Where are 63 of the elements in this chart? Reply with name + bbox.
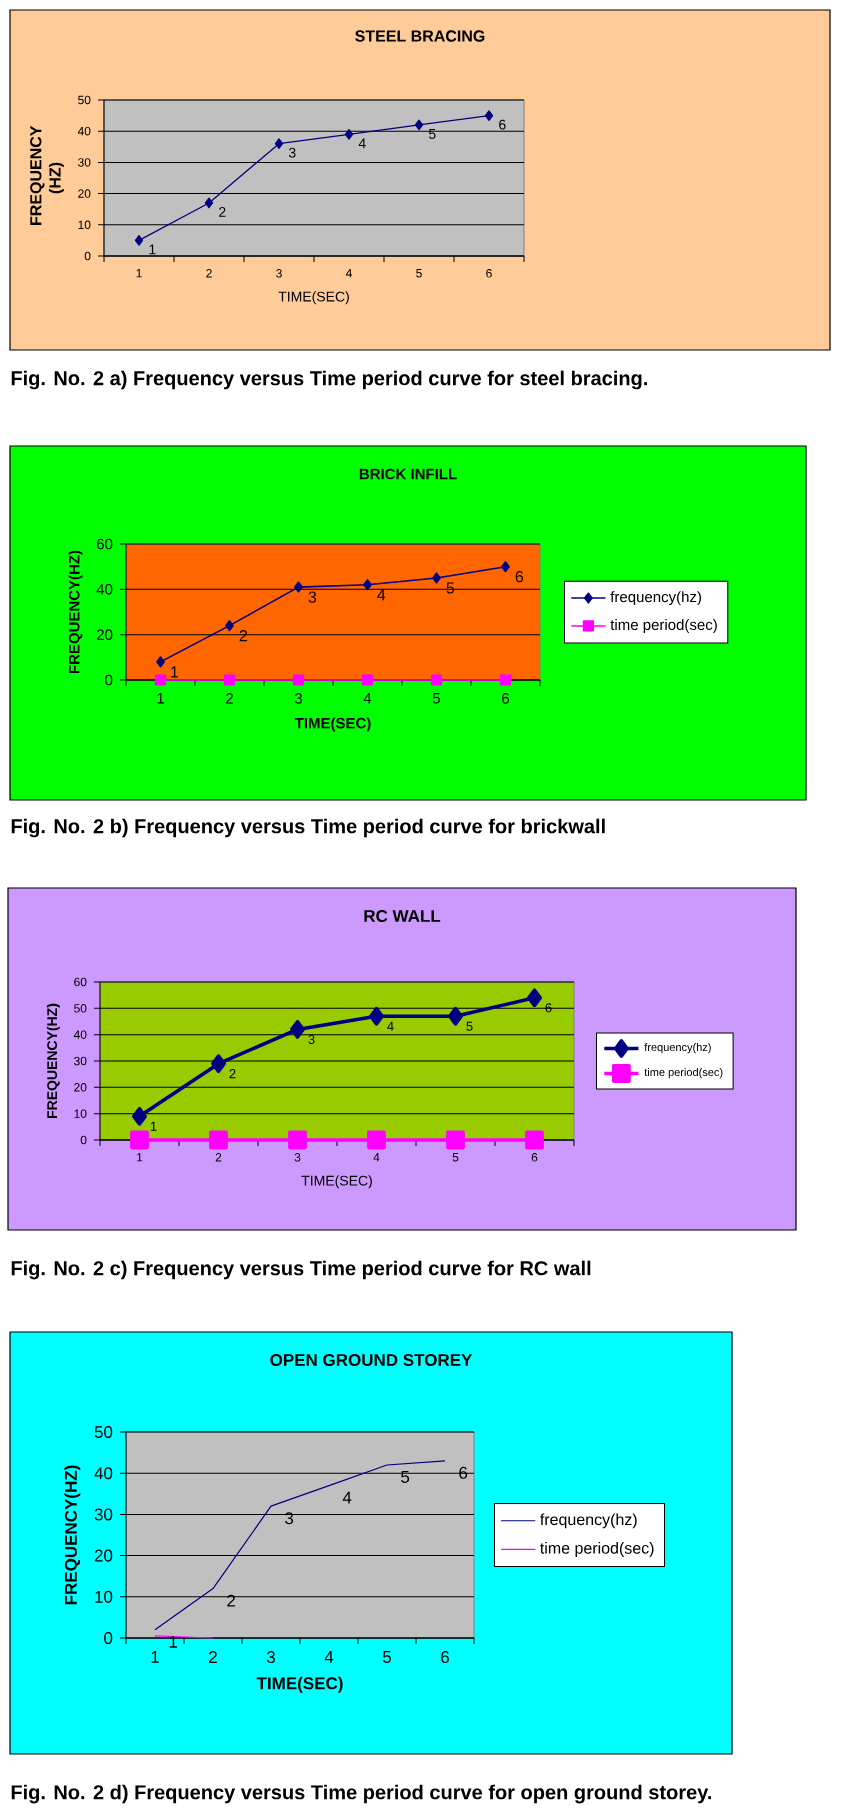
annotation: 4	[342, 1491, 352, 1504]
point	[361, 674, 374, 686]
point	[156, 656, 165, 668]
point	[363, 579, 372, 591]
chart-title: RC WALL	[364, 910, 441, 923]
point	[344, 128, 354, 140]
x-tick-label: 1	[151, 1651, 159, 1663]
text: Fig. No. 2 a) Frequency versus Time period curve for steel bracing.	[11, 370, 647, 390]
point	[448, 1006, 463, 1026]
point	[527, 988, 542, 1008]
point	[288, 1130, 307, 1150]
y-axis-title: FREQUENCY (HZ)	[30, 125, 64, 225]
text: Fig. No. 2 d) Frequency versus Time period curve for open ground storey.	[11, 1784, 712, 1804]
point	[154, 674, 167, 686]
x-tick-label: 4	[324, 1651, 334, 1663]
x-axis-title: TIME(SEC)	[256, 1676, 343, 1693]
x-tick-label: 5	[382, 1651, 392, 1663]
x-tick-label: 3	[266, 1651, 275, 1664]
y-tick-label: 30	[94, 1508, 113, 1521]
annotation: 6	[515, 571, 524, 583]
point	[499, 674, 512, 686]
annotation: 2	[227, 1594, 235, 1607]
y-tick-label: 20	[94, 1549, 113, 1562]
chart-title: STEEL BRACING	[355, 30, 485, 42]
point	[290, 1020, 305, 1039]
y-tick-label: 10	[95, 1590, 113, 1603]
x-tick-label: 2	[209, 1651, 217, 1663]
point	[430, 674, 443, 686]
point	[501, 561, 510, 573]
chart-title: OPEN GROUND STOREY	[270, 1354, 473, 1367]
y-tick-label: 0	[104, 1632, 113, 1645]
text: Fig. No. 2 b) Frequency versus Time period curve for brickwall	[11, 818, 605, 838]
point	[223, 674, 236, 686]
legend-label: time period(sec)	[540, 1542, 654, 1557]
point	[525, 1130, 544, 1150]
x-tick-label: 6	[441, 1651, 449, 1664]
y-axis-title: FREQUENCY(HZ)	[64, 1465, 81, 1605]
point	[367, 1130, 386, 1150]
text: Fig. No. 2 c) Frequency versus Time period curve for RC wall	[11, 1260, 591, 1280]
point	[134, 234, 144, 246]
point	[132, 1106, 147, 1126]
point	[204, 197, 214, 209]
line-series	[154, 1460, 446, 1631]
annotation: 1	[169, 1635, 178, 1648]
point	[294, 581, 303, 593]
annotation: 5	[401, 1471, 410, 1483]
y-tick-label: 50	[94, 1426, 113, 1439]
point	[225, 620, 234, 632]
point	[209, 1130, 228, 1150]
point	[432, 572, 441, 584]
point	[484, 110, 494, 121]
point	[130, 1130, 149, 1150]
point	[414, 119, 424, 131]
annotation: 1	[171, 666, 179, 678]
point	[369, 1006, 384, 1026]
y-tick-label: 40	[94, 1467, 113, 1480]
point	[211, 1054, 226, 1074]
point	[274, 138, 284, 150]
point	[446, 1130, 465, 1150]
annotation: 4	[377, 589, 386, 601]
point	[292, 674, 305, 686]
annotation: 3	[308, 591, 317, 603]
legend-label: frequency(hz)	[540, 1513, 637, 1529]
